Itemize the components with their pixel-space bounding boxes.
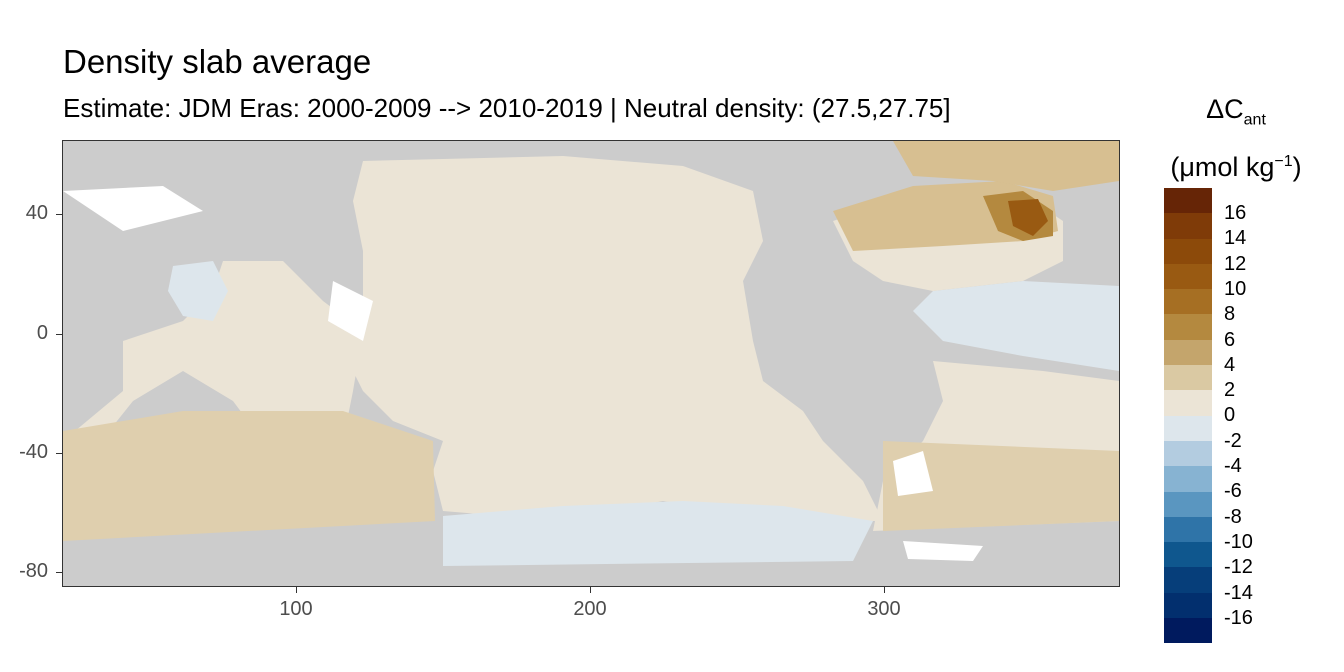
legend-key bbox=[1164, 516, 1212, 543]
x-tickmark bbox=[590, 587, 591, 593]
legend-label: -14 bbox=[1224, 581, 1253, 604]
legend-label: 6 bbox=[1224, 328, 1236, 351]
arabian-sea bbox=[168, 261, 228, 321]
legend-key bbox=[1164, 491, 1212, 517]
legend-key bbox=[1164, 339, 1212, 366]
legend-title-sub: ant bbox=[1243, 111, 1266, 129]
legend-key bbox=[1164, 466, 1212, 492]
legend-label: -6 bbox=[1224, 480, 1242, 503]
no-data-patch bbox=[63, 186, 203, 231]
legend-label: -12 bbox=[1224, 556, 1253, 579]
legend-title-main: ΔC bbox=[1206, 94, 1244, 124]
southern-pacific-blue bbox=[443, 501, 873, 566]
legend-label: 14 bbox=[1224, 227, 1247, 250]
southern-indian-band bbox=[63, 411, 435, 541]
legend-label: 2 bbox=[1224, 379, 1236, 402]
y-tickmark bbox=[56, 214, 62, 215]
no-data-patch bbox=[328, 281, 373, 341]
y-tick-label: -80 bbox=[19, 560, 48, 582]
nordic-seas bbox=[893, 141, 1119, 191]
legend-key bbox=[1164, 238, 1212, 264]
x-tickmark bbox=[296, 587, 297, 593]
legend-key bbox=[1164, 415, 1212, 441]
legend-key bbox=[1164, 314, 1212, 340]
legend-label: 10 bbox=[1224, 277, 1247, 300]
legend-unit-sup: −1 bbox=[1274, 153, 1293, 171]
legend-label: -8 bbox=[1224, 505, 1242, 528]
legend-label: -2 bbox=[1224, 429, 1242, 452]
legend-key bbox=[1164, 188, 1212, 214]
legend-label: 16 bbox=[1224, 202, 1247, 224]
legend-unit-prefix: (μmol kg bbox=[1170, 152, 1275, 183]
y-tickmark bbox=[56, 334, 62, 335]
legend-key bbox=[1164, 390, 1212, 416]
legend-key bbox=[1164, 567, 1212, 593]
legend-key bbox=[1164, 618, 1212, 644]
legend-label: 8 bbox=[1224, 303, 1236, 326]
legend-unit-suffix: ) bbox=[1292, 152, 1302, 183]
northeast-atlantic-core bbox=[1008, 199, 1048, 236]
y-tick-label: 40 bbox=[25, 202, 48, 224]
legend-key bbox=[1164, 289, 1212, 315]
legend-label: 0 bbox=[1224, 404, 1236, 427]
legend-label: 4 bbox=[1224, 353, 1236, 376]
legend-key bbox=[1164, 213, 1212, 239]
legend-key bbox=[1164, 440, 1212, 467]
legend-key bbox=[1164, 542, 1212, 568]
indian-ocean bbox=[63, 261, 363, 451]
legend-key bbox=[1164, 592, 1212, 619]
y-tick-label: -40 bbox=[19, 441, 48, 463]
pacific-ocean bbox=[343, 156, 883, 521]
y-tickmark bbox=[56, 453, 62, 454]
plot-title: Density slab average bbox=[63, 43, 372, 80]
no-data-patch bbox=[903, 541, 983, 561]
no-data-patch bbox=[893, 451, 933, 496]
x-tick-label: 100 bbox=[279, 598, 313, 620]
tropical-atlantic-blue bbox=[913, 281, 1119, 371]
legend-label: -10 bbox=[1224, 530, 1253, 553]
legend-key bbox=[1164, 365, 1212, 391]
legend-title: ΔCant (μmol kg−1) bbox=[1156, 88, 1316, 188]
legend-label: -16 bbox=[1224, 606, 1253, 629]
y-tickmark bbox=[56, 572, 62, 573]
plot-subtitle: Estimate: JDM Eras: 2000-2009 --> 2010-2… bbox=[63, 93, 951, 123]
map-panel bbox=[62, 140, 1120, 587]
legend-label: -4 bbox=[1224, 455, 1242, 477]
legend-label: 12 bbox=[1224, 252, 1247, 275]
legend-key bbox=[1164, 263, 1212, 290]
south-atlantic-tan bbox=[883, 441, 1119, 531]
y-tick-label: 0 bbox=[36, 322, 48, 344]
x-tickmark bbox=[884, 587, 885, 593]
x-tick-label: 300 bbox=[867, 598, 901, 620]
x-tick-label: 200 bbox=[573, 598, 607, 620]
map-svg bbox=[63, 141, 1119, 566]
legend-colorbar bbox=[1164, 188, 1212, 644]
